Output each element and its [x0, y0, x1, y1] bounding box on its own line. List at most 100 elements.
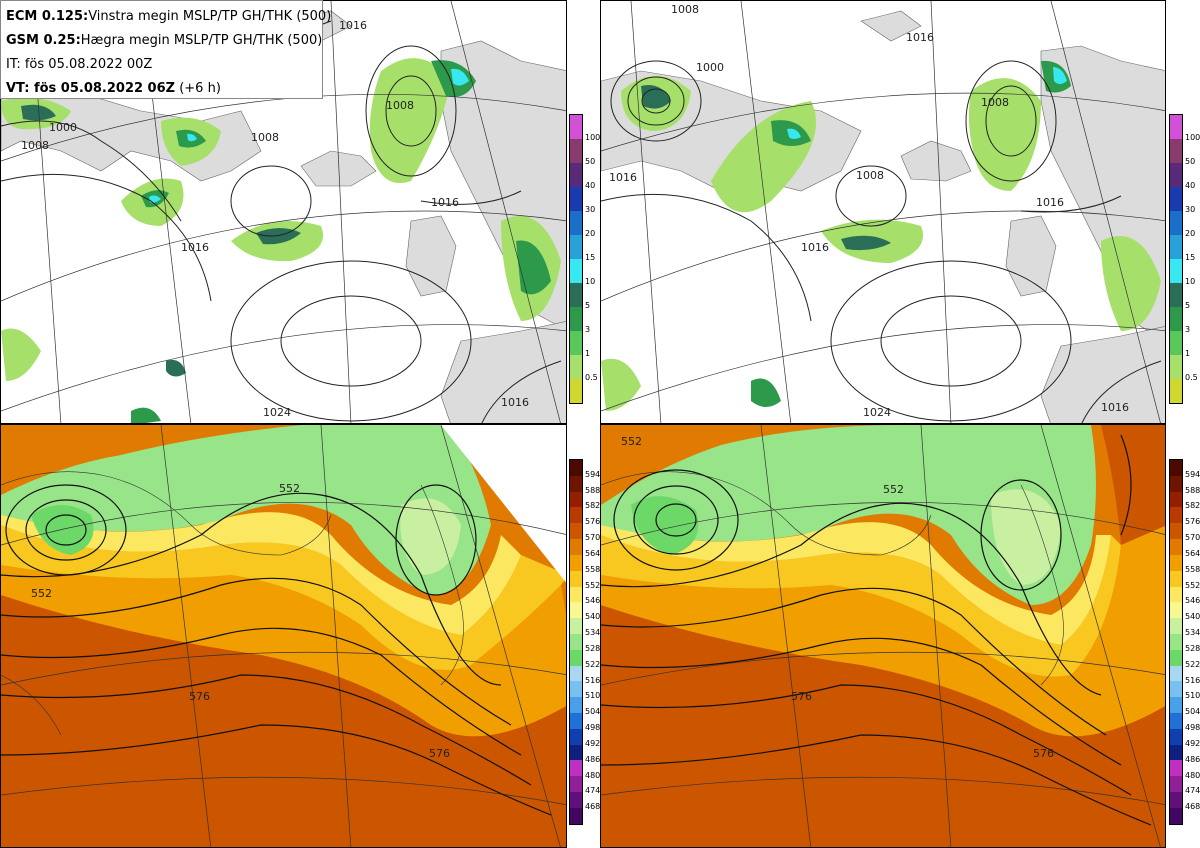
- colorbar-segment: [570, 776, 582, 793]
- colorbar-segment: [1170, 475, 1182, 492]
- colorbar-segment: [570, 744, 582, 761]
- colorbar-tick-label: 594: [1185, 469, 1200, 479]
- gh-label: 552: [621, 435, 642, 448]
- colorbar-tick-label: 564: [1185, 548, 1200, 558]
- colorbar-tick-label: 468: [585, 802, 601, 812]
- colorbar-segment: [1170, 554, 1182, 571]
- gsm-gh-thickness-map: 552 552 576 576: [600, 424, 1166, 848]
- colorbar-tick-label: 510: [1185, 691, 1200, 701]
- colorbar-segment: [570, 760, 582, 777]
- thickness-light-green-east: [400, 498, 461, 575]
- colorbar-tick-label: 546: [585, 596, 601, 606]
- colorbar-tick-label: 576: [1185, 517, 1200, 527]
- gh-contours: [601, 434, 1152, 826]
- colorbar-segment: [570, 539, 582, 555]
- isobar-label: 1000: [49, 121, 77, 134]
- colorbar-segment: [570, 633, 582, 650]
- colorbar-segment: [1170, 307, 1182, 331]
- colorbar-segment: [570, 211, 582, 235]
- colorbar-segment: [570, 331, 582, 355]
- colorbar-segment: [1170, 681, 1182, 698]
- isobar-label: 1008: [21, 139, 49, 152]
- colorbar-segment: [570, 570, 582, 587]
- colorbar-segment: [1170, 235, 1182, 259]
- colorbar-segment: [570, 355, 582, 379]
- colorbar-segment: [1170, 586, 1182, 603]
- colorbar-tick-label: 10: [1185, 277, 1196, 286]
- precip-colorbar-left: [569, 114, 583, 404]
- colorbar-segment: [570, 807, 582, 824]
- gh-labels: 552 552 576 576: [621, 435, 1054, 760]
- colorbar-segment: [570, 283, 582, 307]
- header-gsm-line: GSM 0.25:Hægra megin MSLP/TP GH/THK (500…: [6, 33, 323, 48]
- colorbar-segment: [570, 307, 582, 331]
- iceland-land: [300, 150, 377, 187]
- colorbar-tick-label: 1: [1185, 349, 1191, 358]
- colorbar-tick-label: 534: [585, 628, 601, 638]
- colorbar-tick-label: 40: [585, 181, 596, 190]
- colorbar-segment: [1170, 760, 1182, 777]
- graticule-lines: [601, 425, 1165, 847]
- colorbar-tick-label: 582: [585, 501, 601, 511]
- precip-areas: [1, 58, 561, 423]
- colorbar-tick-label: 50: [585, 157, 596, 166]
- colorbar-segment: [1170, 602, 1182, 619]
- colorbar-segment: [570, 379, 582, 403]
- colorbar-segment: [1170, 713, 1182, 729]
- colorbar-tick-label: 474: [1185, 786, 1200, 796]
- colorbar-tick-label: 504: [585, 707, 601, 717]
- isobar-label: 1016: [501, 396, 529, 409]
- iceland-land: [900, 140, 972, 182]
- colorbar-tick-label: 552: [585, 580, 601, 590]
- colorbar-segment: [1170, 665, 1182, 682]
- colorbar-tick-label: 100: [585, 133, 601, 142]
- colorbar-segment: [1170, 776, 1182, 793]
- colorbar-tick-label: 546: [1185, 596, 1200, 606]
- colorbar-segment: [1170, 187, 1182, 211]
- isobar-label: 1008: [981, 96, 1009, 109]
- mslp-labels: 1000 1008 1008 1008 1016 1016 1016 1024 …: [21, 19, 529, 419]
- colorbar-tick-label: 582: [1185, 501, 1200, 511]
- colorbar-segment: [570, 713, 582, 729]
- colorbar-tick-label: 552: [1185, 580, 1200, 590]
- gsm-gh-thickness-svg: 552 552 576 576: [601, 425, 1165, 847]
- colorbar-segment: [570, 602, 582, 619]
- colorbar-segment: [1170, 379, 1182, 403]
- colorbar-tick-label: 480: [585, 770, 601, 780]
- thickness-colorbar-right: [1169, 459, 1183, 825]
- colorbar-tick-label: 498: [1185, 723, 1200, 733]
- map-info-header: ECM 0.125:Vinstra megin MSLP/TP GH/THK (…: [0, 0, 331, 99]
- mslp-isobars: [601, 60, 1162, 423]
- colorbar-tick-label: 474: [585, 786, 601, 796]
- europe-land: [1040, 326, 1165, 423]
- colorbar-segment: [1170, 728, 1182, 745]
- colorbar-tick-label: 50: [1185, 157, 1196, 166]
- colorbar-tick-label: 468: [1185, 802, 1200, 812]
- colorbar-segment: [1170, 539, 1182, 555]
- colorbar-tick-label: 594: [585, 469, 601, 479]
- svalbard-land: [860, 10, 922, 42]
- isobar-label: 1024: [263, 406, 291, 419]
- colorbar-tick-label: 498: [585, 723, 601, 733]
- colorbar-segment: [570, 681, 582, 698]
- colorbar-segment: [570, 665, 582, 682]
- colorbar-segment: [570, 460, 582, 476]
- colorbar-tick-label: 30: [585, 205, 596, 214]
- colorbar-segment: [1170, 331, 1182, 355]
- colorbar-segment: [1170, 633, 1182, 650]
- isobar-label: 1008: [671, 3, 699, 16]
- colorbar-tick-label: 5: [585, 301, 591, 310]
- colorbar-segment: [1170, 744, 1182, 761]
- colorbar-tick-label: 15: [1185, 253, 1196, 262]
- colorbar-tick-label: 528: [1185, 643, 1200, 653]
- colorbar-tick-label: 15: [585, 253, 596, 262]
- colorbar-tick-label: 504: [1185, 707, 1200, 717]
- gh-label: 552: [883, 483, 904, 496]
- mslp-isobars: [1, 20, 562, 423]
- colorbar-tick-label: 1: [585, 349, 591, 358]
- isobar-label: 1016: [181, 241, 209, 254]
- ecm-gh-thickness-svg: 552 552 576 576: [1, 425, 566, 847]
- british-isles-land: [405, 215, 457, 297]
- graticule-lines: [601, 1, 1165, 423]
- colorbar-segment: [570, 554, 582, 571]
